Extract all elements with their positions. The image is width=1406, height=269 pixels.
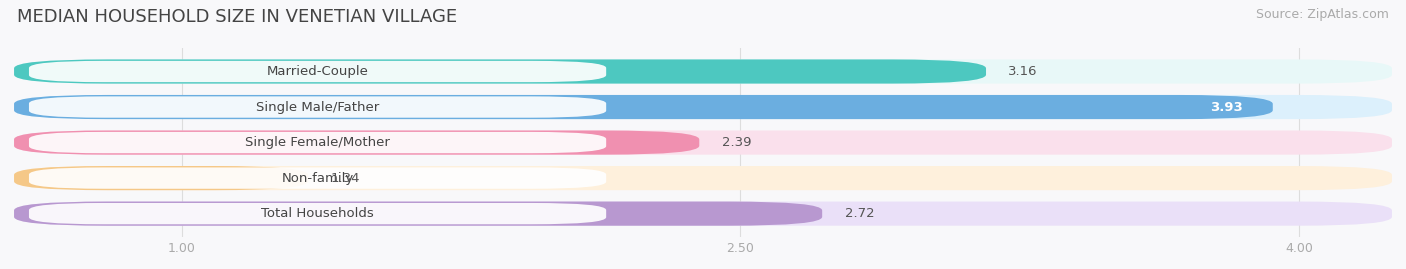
Text: MEDIAN HOUSEHOLD SIZE IN VENETIAN VILLAGE: MEDIAN HOUSEHOLD SIZE IN VENETIAN VILLAG… <box>17 8 457 26</box>
FancyBboxPatch shape <box>14 166 308 190</box>
FancyBboxPatch shape <box>14 166 1392 190</box>
Text: 3.16: 3.16 <box>1008 65 1038 78</box>
FancyBboxPatch shape <box>14 201 823 226</box>
FancyBboxPatch shape <box>30 203 606 224</box>
Text: 3.93: 3.93 <box>1211 101 1243 114</box>
Text: Single Male/Father: Single Male/Father <box>256 101 380 114</box>
Text: Source: ZipAtlas.com: Source: ZipAtlas.com <box>1256 8 1389 21</box>
Text: 2.72: 2.72 <box>845 207 875 220</box>
FancyBboxPatch shape <box>14 59 1392 84</box>
FancyBboxPatch shape <box>14 130 699 155</box>
Text: Non-family: Non-family <box>281 172 354 185</box>
Text: 1.34: 1.34 <box>330 172 360 185</box>
FancyBboxPatch shape <box>14 130 1392 155</box>
Text: 2.39: 2.39 <box>721 136 751 149</box>
FancyBboxPatch shape <box>14 201 1392 226</box>
FancyBboxPatch shape <box>14 95 1392 119</box>
Text: Married-Couple: Married-Couple <box>267 65 368 78</box>
FancyBboxPatch shape <box>14 59 986 84</box>
FancyBboxPatch shape <box>30 96 606 118</box>
FancyBboxPatch shape <box>30 167 606 189</box>
Text: Total Households: Total Households <box>262 207 374 220</box>
FancyBboxPatch shape <box>30 132 606 153</box>
Text: Single Female/Mother: Single Female/Mother <box>245 136 389 149</box>
FancyBboxPatch shape <box>30 61 606 82</box>
FancyBboxPatch shape <box>14 95 1272 119</box>
